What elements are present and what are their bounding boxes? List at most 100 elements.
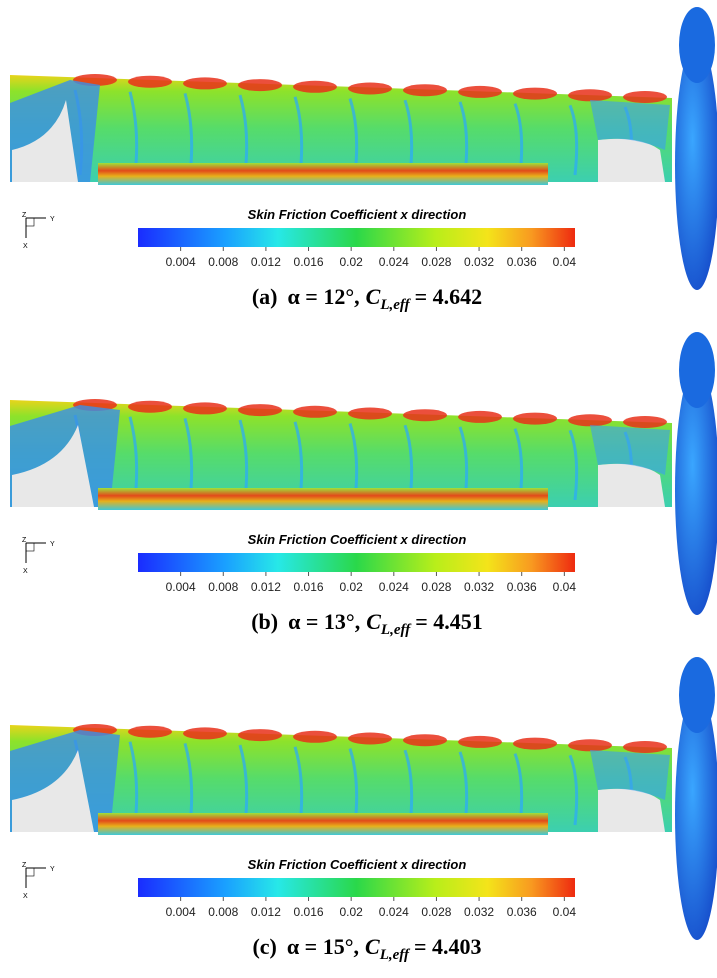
friction-peak bbox=[568, 89, 612, 102]
axis-z-label: Z bbox=[22, 862, 27, 869]
friction-peak bbox=[623, 741, 667, 753]
axis-z-label: Z bbox=[22, 537, 27, 544]
caption-value: = 4.642 bbox=[415, 284, 483, 309]
caption-symbol: C bbox=[366, 609, 381, 634]
colorbar-tick-label: 0.036 bbox=[507, 580, 537, 594]
friction-peak bbox=[238, 79, 282, 92]
colorbar-tick-label: 0.004 bbox=[166, 580, 196, 594]
colorbar bbox=[138, 228, 575, 247]
colorbar-tick-label: 0.02 bbox=[339, 255, 363, 269]
colorbar bbox=[138, 553, 575, 572]
caption: (a) α = 12°, CL,eff = 4.642 bbox=[252, 284, 482, 313]
friction-peak bbox=[568, 739, 612, 752]
caption-value: = 4.451 bbox=[415, 609, 483, 634]
flap bbox=[98, 163, 548, 185]
friction-peak bbox=[458, 85, 502, 98]
caption: (c) α = 15°, CL,eff = 4.403 bbox=[252, 934, 481, 963]
axis-z-label: Z bbox=[22, 212, 27, 219]
colorbar-title: Skin Friction Coefficient x direction bbox=[248, 857, 467, 872]
colorbar-tick-label: 0.012 bbox=[251, 255, 281, 269]
caption-symbol: C bbox=[366, 284, 381, 309]
friction-peak bbox=[348, 732, 392, 745]
friction-peak bbox=[183, 727, 227, 740]
colorbar-tick-label: 0.032 bbox=[464, 905, 494, 919]
colorbar-tick-label: 0.012 bbox=[251, 905, 281, 919]
flap bbox=[98, 488, 548, 510]
colorbar-tick-label: 0.016 bbox=[294, 905, 324, 919]
colorbar-tick-label: 0.008 bbox=[208, 580, 238, 594]
colorbar-tick-label: 0.004 bbox=[166, 905, 196, 919]
friction-peak bbox=[623, 416, 667, 428]
panel: Z Y X Skin Friction Coefficient x direction… bbox=[10, 657, 717, 963]
separation-root-core bbox=[12, 100, 78, 182]
vortex-streak bbox=[568, 104, 579, 176]
friction-peak bbox=[293, 405, 337, 418]
friction-peak bbox=[403, 409, 447, 422]
caption-symbol: C bbox=[365, 934, 380, 959]
colorbar-tick-label: 0.012 bbox=[251, 580, 281, 594]
caption-subscript: L,eff bbox=[379, 947, 411, 963]
friction-peak bbox=[293, 730, 337, 743]
friction-peak bbox=[348, 407, 392, 420]
nacelle bbox=[675, 690, 717, 940]
separation-tip bbox=[598, 463, 665, 507]
separation-tip-edge bbox=[590, 100, 670, 150]
axis-y-label: Y bbox=[50, 541, 55, 548]
colorbar-tick-label: 0.004 bbox=[166, 255, 196, 269]
axis-x-label: X bbox=[23, 893, 28, 900]
caption-alpha: α = 12°, bbox=[288, 284, 360, 309]
panels: Z Y X Skin Friction Coefficient x direction… bbox=[10, 7, 717, 963]
spinner bbox=[679, 332, 715, 408]
friction-peak bbox=[513, 412, 557, 425]
axis-box bbox=[25, 867, 35, 877]
friction-peak bbox=[183, 402, 227, 415]
caption-alpha: α = 15°, bbox=[287, 934, 359, 959]
separation-tip-edge bbox=[590, 750, 670, 800]
colorbar-tick-label: 0.008 bbox=[208, 905, 238, 919]
colorbar-tick-label: 0.028 bbox=[421, 580, 451, 594]
friction-peak bbox=[513, 737, 557, 750]
colorbar-tick-label: 0.032 bbox=[464, 255, 494, 269]
friction-peak bbox=[348, 82, 392, 95]
separation-tip bbox=[598, 138, 665, 182]
caption: (b) α = 13°, CL,eff = 4.451 bbox=[251, 609, 483, 638]
friction-peak bbox=[128, 400, 172, 413]
nacelle bbox=[675, 365, 717, 615]
wing bbox=[10, 75, 672, 182]
colorbar-title: Skin Friction Coefficient x direction bbox=[248, 532, 467, 547]
caption-subscript: L,eff bbox=[379, 297, 411, 313]
axis-y-label: Y bbox=[50, 866, 55, 873]
friction-peak bbox=[238, 404, 282, 417]
colorbar bbox=[138, 878, 575, 897]
friction-peak bbox=[238, 729, 282, 742]
axis-box bbox=[25, 542, 35, 552]
wing bbox=[10, 400, 672, 507]
colorbar-tick-label: 0.04 bbox=[553, 255, 577, 269]
colorbar-tick-label: 0.024 bbox=[379, 905, 409, 919]
colorbar-tick-label: 0.04 bbox=[553, 905, 577, 919]
spinner bbox=[679, 657, 715, 733]
separation-root-core bbox=[12, 750, 94, 832]
separation-tip bbox=[598, 788, 665, 832]
wing bbox=[10, 725, 672, 832]
caption-label: (c) bbox=[252, 934, 276, 959]
friction-peak bbox=[128, 75, 172, 88]
vortex-streak bbox=[568, 754, 579, 826]
colorbar-title: Skin Friction Coefficient x direction bbox=[248, 207, 467, 222]
axis-y-label: Y bbox=[50, 216, 55, 223]
friction-peak bbox=[403, 84, 447, 97]
axis-x-label: X bbox=[23, 243, 28, 250]
friction-peak bbox=[513, 87, 557, 100]
colorbar-tick-label: 0.02 bbox=[339, 580, 363, 594]
colorbar-tick-label: 0.032 bbox=[464, 580, 494, 594]
axis-x-label: X bbox=[23, 568, 28, 575]
friction-peak bbox=[458, 735, 502, 748]
friction-peak bbox=[128, 725, 172, 738]
friction-peak bbox=[623, 91, 667, 103]
colorbar-tick-label: 0.036 bbox=[507, 255, 537, 269]
colorbar-tick-label: 0.024 bbox=[379, 580, 409, 594]
colorbar-tick-label: 0.028 bbox=[421, 255, 451, 269]
colorbar-tick-label: 0.028 bbox=[421, 905, 451, 919]
friction-peak bbox=[293, 80, 337, 93]
flap bbox=[98, 813, 548, 835]
